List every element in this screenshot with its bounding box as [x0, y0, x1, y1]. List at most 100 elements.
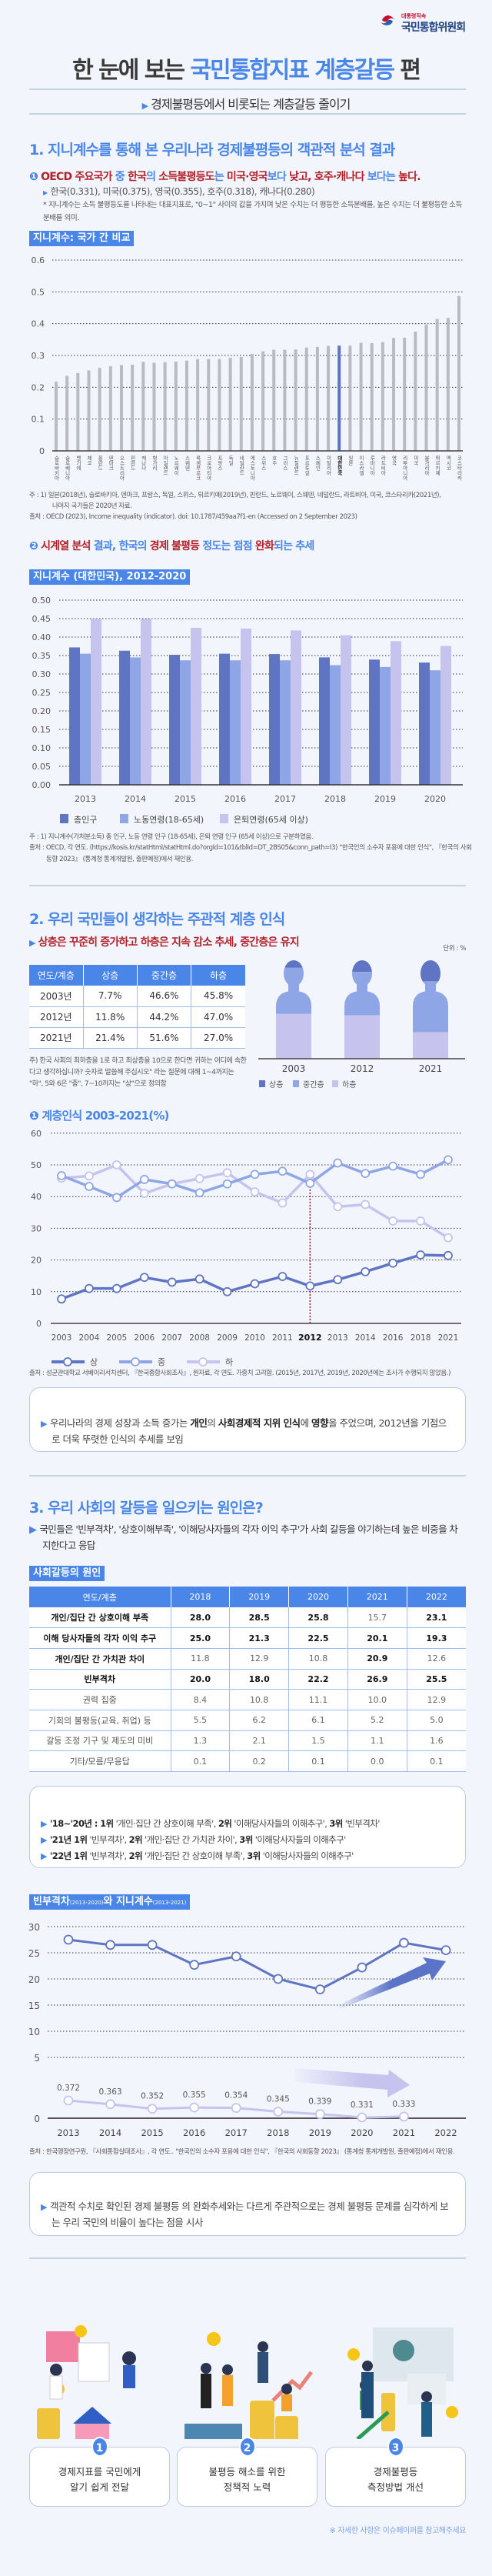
table-cell: 2012년	[29, 1006, 84, 1028]
y-tick-label: 15	[28, 2000, 40, 2011]
class-perception-table: 연도/계층 상층 중간층 하층 2003년 7.7% 46.6% 45.8% 2012…	[29, 965, 245, 1049]
text-segment: 2위	[128, 1834, 143, 1845]
table-cell: 10.0	[347, 1689, 407, 1710]
point-상-2007	[167, 1277, 177, 1287]
chart-2-source-cont: 동향 2023』 (통계청 통계개발원, 출판예정)에서 재인용.	[46, 856, 194, 863]
conclusion-text: ▶ 객관적 수치로 확인된 경제 불평등 의 완화추세와는 다르게 주관적으로는 …	[41, 2199, 456, 2231]
row-label: 권력 집중	[29, 1689, 171, 1710]
x-tick-label: 이탈리아	[325, 455, 331, 477]
point-중-2018	[416, 1170, 425, 1180]
y-tick-label: 0.1	[32, 415, 45, 425]
x-tick-label: 포르투갈	[304, 455, 310, 476]
text-segment: 영향	[311, 1417, 329, 1429]
bar-2020-1	[430, 670, 440, 785]
x-tick-label: 2003	[52, 1333, 72, 1343]
table-header: 2020	[288, 1587, 348, 1607]
point-지니계수-2014	[105, 2099, 115, 2110]
x-tick-label: 2016	[224, 794, 246, 804]
point-지니계수-2020	[357, 2112, 367, 2123]
point-상-2016	[388, 1258, 398, 1268]
y-tick-label: 0.05	[32, 762, 52, 772]
ranking-line: ▶ '22년 1위 '빈부격차', 2위 '개인·집단 간 상호이해 부족', 3…	[41, 1848, 380, 1864]
bar-프랑스	[218, 359, 221, 451]
label-years: (2013-2021)	[152, 1900, 187, 1906]
section-2-subheading: ▶ 상층은 꾸준히 증가하고 하층은 지속 감소 추세, 중간층은 유지	[29, 934, 300, 949]
table-header: 중간층	[137, 965, 192, 986]
bar-독일	[228, 357, 232, 451]
text-segment: 3위	[239, 1834, 253, 1845]
point-상-2013	[333, 1275, 343, 1285]
y-tick-label: 0	[34, 2114, 40, 2124]
x-tick-label: 에스토니아	[249, 455, 255, 482]
x-tick-label: 크로아티아	[205, 455, 211, 482]
bar-스위스	[261, 351, 265, 451]
chart-5-source: 출처 : 한국행정연구원, 『사회통합실태조사』, 각 연도.. "한국인의 소…	[29, 2148, 455, 2156]
legend-swatch	[259, 1080, 265, 1087]
x-tick-label: 독일	[228, 455, 234, 466]
x-tick-label: 멕시코	[445, 455, 451, 471]
bar-포르투갈	[304, 347, 308, 451]
table-cell: 46.6%	[137, 986, 192, 1007]
number-badge: 2	[238, 2437, 256, 2457]
line-chart-source: 출처 : 성균관대학교 서베이리서치센터, 『한국종합사회조사』, 원자료, 각…	[29, 1370, 451, 1377]
point-중-2011	[278, 1166, 288, 1176]
point-상-2021	[444, 1250, 453, 1260]
table-row: 권력 집중 8.4 10.8 11.1 10.0 12.9	[29, 1689, 466, 1710]
bar-2013-2	[91, 619, 101, 785]
x-tick-label: 2020	[351, 2127, 373, 2138]
bullet-values: ▶ 한국(0.331), 미국(0.375), 영국(0.355), 호주(0.3…	[43, 185, 315, 198]
ranking-line: ▶ '18~'20년 : 1위 '개인·집단 간 상호이해 부족', 2위 '이해…	[41, 1816, 380, 1832]
x-tick-label: 아일랜드	[162, 455, 168, 475]
x-tick-label: 2012	[298, 1333, 322, 1343]
y-tick-label: 10	[31, 1287, 42, 1297]
table-cell: 44.2%	[137, 1006, 192, 1028]
x-tick-label: 2019	[374, 794, 396, 804]
table-cell: 6.2	[229, 1710, 290, 1731]
bar-2017-0	[269, 654, 280, 785]
title-part-1: 한 눈에 보는	[72, 57, 185, 84]
text-segment: 소득불평등도	[158, 171, 214, 183]
text-segment: 우리나라의 경제 성장과 소득 증가는	[49, 1417, 191, 1429]
bar-이스라엘	[359, 342, 363, 451]
bar-2015-2	[191, 628, 201, 785]
point-1: ❶ OECD 주요국가 중 한국의 소득불평등도는 미국·영국보다 낮고, 호주…	[29, 169, 421, 184]
bar-대한민국	[337, 345, 341, 451]
series-line-지니계수	[68, 2099, 404, 2119]
label-part: 와 지니계수	[103, 1896, 153, 1907]
x-tick-label: 스위스	[260, 455, 266, 471]
text-segment: 미국·영국	[226, 171, 268, 183]
x-tick-label: 2012	[351, 1063, 374, 1074]
y-tick-label: 10	[28, 2027, 40, 2037]
legend-label: 중간층	[303, 1080, 324, 1089]
chart-1-note: 주 : 1) 일본(2018년), 슬로바키아, 덴마크, 프랑스, 독일, 스…	[29, 492, 441, 499]
text-segment: 2위	[128, 1850, 143, 1861]
x-tick-label: 2022	[434, 2127, 457, 2138]
x-tick-label: 2021	[438, 1333, 459, 1343]
bar-2020-0	[419, 662, 430, 785]
point-빈부격차-2013	[63, 1934, 74, 1945]
point-상-2003	[57, 1294, 66, 1304]
table-cell: 26.9	[347, 1669, 407, 1690]
x-tick-label: 2014	[355, 1333, 376, 1343]
point-하-2005	[111, 1160, 121, 1170]
point-하-2012	[305, 1170, 315, 1180]
point-중-2007	[167, 1179, 177, 1189]
bar-덴마크	[108, 366, 112, 451]
divider	[29, 113, 466, 115]
bar-2018-1	[330, 665, 341, 785]
y-tick-label: 0.00	[32, 780, 52, 790]
bar-벨기에	[76, 372, 80, 451]
text-segment: 보다	[267, 171, 289, 183]
x-tick-label: 2007	[161, 1333, 182, 1343]
table-cell: 6.1	[288, 1710, 348, 1731]
table-cell: 0.2	[229, 1750, 290, 1772]
point-지니계수-2015	[147, 2104, 158, 2114]
table-cell: 28.0	[171, 1607, 231, 1629]
bar-2014-0	[119, 650, 130, 785]
x-tick-label: 룩셈부르크	[194, 455, 201, 481]
label-part: 빈부격차	[33, 1896, 70, 1907]
table-header: 2019	[229, 1587, 290, 1607]
table-row: 2003년 7.7% 46.6% 45.8%	[29, 986, 245, 1007]
text-segment: '빈부격차',	[87, 1834, 129, 1845]
row-label: 갈등 조정 기구 및 제도의 미비	[29, 1730, 171, 1752]
